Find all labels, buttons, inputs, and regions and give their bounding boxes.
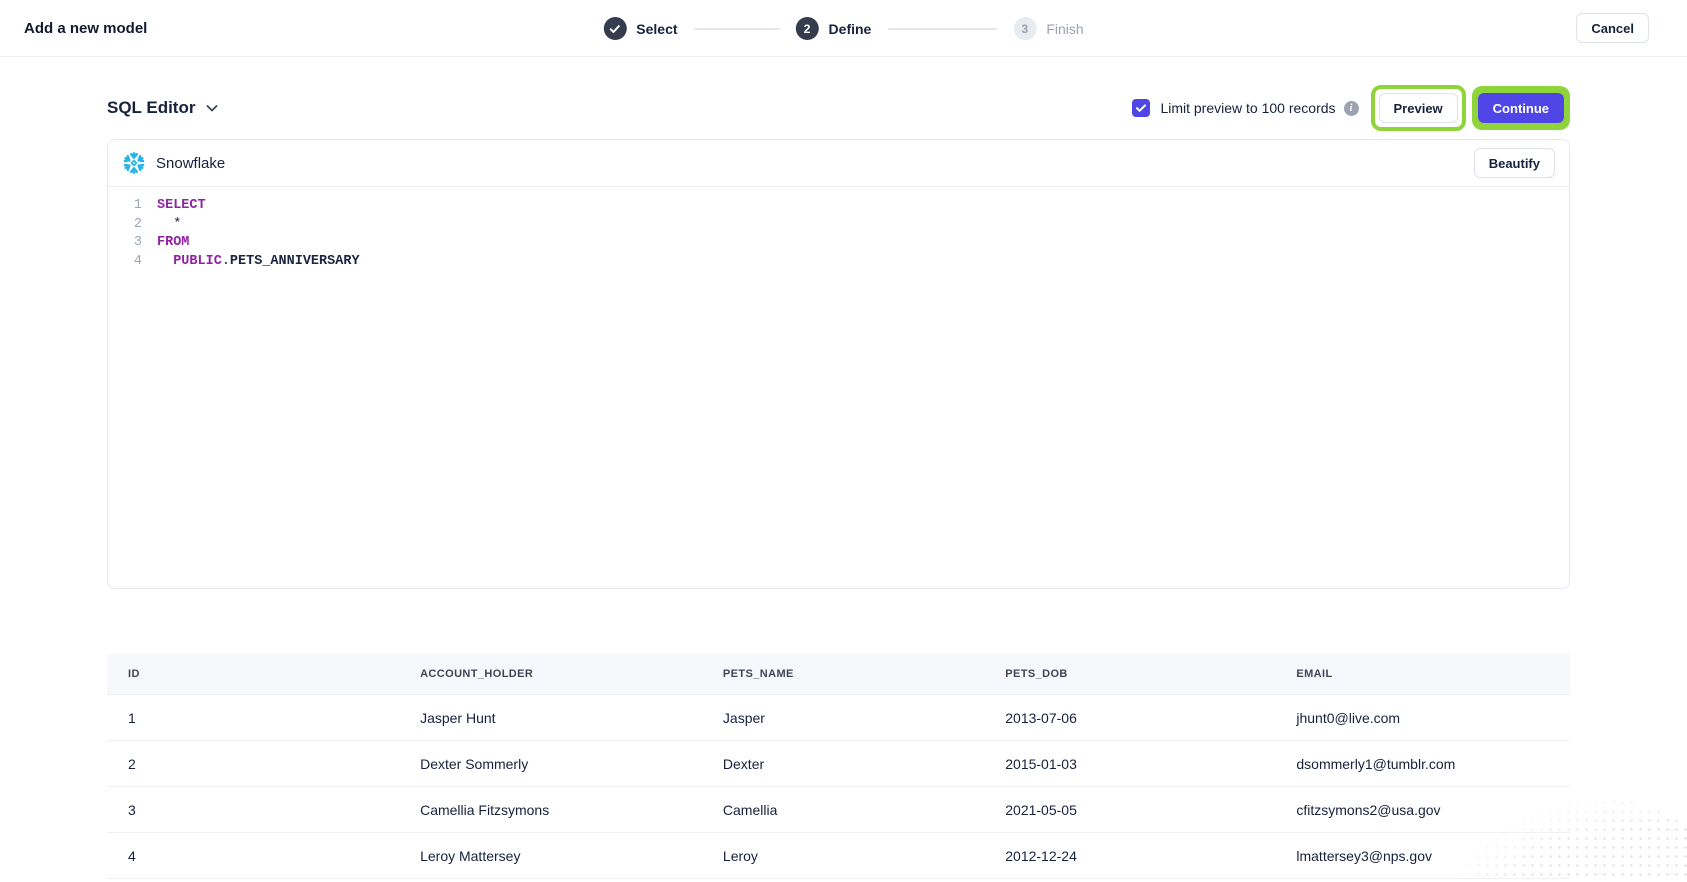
beautify-button[interactable]: Beautify xyxy=(1473,148,1555,178)
line-number: 3 xyxy=(133,235,142,251)
table-cell: 2012-12-24 xyxy=(1005,832,1297,879)
column-header-account_holder: ACCOUNT_HOLDER xyxy=(420,654,723,695)
step-connector xyxy=(887,27,998,30)
step-define: 2 Define xyxy=(795,17,872,40)
column-header-email: EMAIL xyxy=(1296,654,1570,695)
table-row: 2 Dexter Sommerly Dexter 2015-01-03 dsommerl… xyxy=(107,740,1570,787)
snowflake-icon xyxy=(123,152,145,174)
column-header-pets_dob: PETS_DOB xyxy=(1005,654,1297,695)
step-label: Define xyxy=(828,20,872,37)
table-cell: Dexter Sommerly xyxy=(420,740,723,787)
line-number: 1 xyxy=(133,198,142,213)
check-icon xyxy=(1136,104,1147,112)
table-cell: 2013-07-06 xyxy=(1005,694,1297,741)
table-row: 4 Leroy Mattersey Leroy 2012-12-24 lmatterse… xyxy=(107,832,1570,879)
preview-button[interactable]: Preview xyxy=(1378,93,1458,123)
limit-preview-checkbox[interactable] xyxy=(1132,99,1151,117)
table-cell: Camellia xyxy=(722,786,1006,833)
top-bar: Add a new model Select 2 Define 3 Finish Can… xyxy=(0,0,1687,57)
step-label: Select xyxy=(636,20,678,37)
table-cell: 1 xyxy=(107,694,421,741)
table-cell: dsommerly1@tumblr.com xyxy=(1296,740,1570,787)
chevron-down-icon xyxy=(207,105,218,112)
preview-controls: Limit preview to 100 records i Preview C… xyxy=(1132,85,1570,131)
table-cell: 2 xyxy=(107,740,421,787)
limit-preview-label: Limit preview to 100 records xyxy=(1160,100,1336,116)
step-finish: 3 Finish xyxy=(1013,17,1084,40)
sql-editor-card: Snowflake Beautify 1 SELECT 2 * 3 FROM 4 PUBL… xyxy=(107,139,1570,589)
info-icon[interactable]: i xyxy=(1343,100,1359,116)
code-line: 2 * xyxy=(108,216,1569,235)
table-cell: Leroy Mattersey xyxy=(420,832,723,879)
stepper: Select 2 Define 3 Finish xyxy=(603,0,1084,57)
step-select: Select xyxy=(603,17,678,40)
table-row: 1 Jasper Hunt Jasper 2013-07-06 jhunt0@live.… xyxy=(107,694,1570,741)
line-number: 4 xyxy=(133,253,142,269)
step-number: 3 xyxy=(1013,17,1037,40)
code-line: 1 SELECT xyxy=(108,197,1569,216)
sql-code-editor[interactable]: 1 SELECT 2 * 3 FROM 4 PUBLIC.PETS_ANNIVERSARY xyxy=(108,187,1569,281)
step-connector xyxy=(693,27,780,30)
code-line: 3 FROM xyxy=(108,234,1569,253)
code-text: SELECT xyxy=(157,198,206,213)
step-label: Finish xyxy=(1046,20,1084,37)
cancel-button[interactable]: Cancel xyxy=(1576,13,1649,43)
table-cell: Jasper xyxy=(722,694,1006,741)
main-content: SQL Editor Limit preview to 100 records … xyxy=(107,85,1570,879)
column-header-pets_name: PETS_NAME xyxy=(722,654,1006,695)
page-title: Add a new model xyxy=(24,19,148,37)
table-cell: jhunt0@live.com xyxy=(1296,694,1570,741)
editor-type-label: SQL Editor xyxy=(107,98,196,117)
table-cell: Jasper Hunt xyxy=(420,694,723,741)
source-name: Snowflake xyxy=(156,154,226,172)
code-text: * xyxy=(157,216,182,232)
table-cell: 4 xyxy=(107,832,421,879)
step-number: 2 xyxy=(795,17,819,40)
code-line: 4 PUBLIC.PETS_ANNIVERSARY xyxy=(108,253,1569,272)
table-cell: Dexter xyxy=(722,740,1006,787)
table-cell: Leroy xyxy=(722,832,1006,879)
check-icon xyxy=(603,17,627,40)
preview-results-table: ID ACCOUNT_HOLDER PETS_NAME PETS_DOB EMAIL 1… xyxy=(107,654,1570,879)
column-header-id: ID xyxy=(107,654,421,695)
table-row: 3 Camellia Fitzsymons Camellia 2021-05-05 cf… xyxy=(107,786,1570,833)
table-cell: Camellia Fitzsymons xyxy=(420,786,723,833)
code-text: FROM xyxy=(157,235,190,251)
editor-type-dropdown[interactable]: SQL Editor xyxy=(107,98,219,118)
continue-button[interactable]: Continue xyxy=(1477,93,1564,123)
table-cell: 3 xyxy=(107,786,421,833)
editor-toolbar: SQL Editor Limit preview to 100 records … xyxy=(107,85,1570,131)
annotation-highlight-continue: Continue xyxy=(1471,86,1570,130)
line-number: 2 xyxy=(133,216,142,232)
source-info: Snowflake xyxy=(122,151,225,175)
sql-editor-header: Snowflake Beautify xyxy=(108,140,1569,187)
table-cell: 2015-01-03 xyxy=(1005,740,1297,787)
table-cell: 2021-05-05 xyxy=(1005,786,1297,833)
code-text: PUBLIC.PETS_ANNIVERSARY xyxy=(173,253,360,269)
annotation-highlight-preview: Preview xyxy=(1370,85,1466,131)
table-header-row: ID ACCOUNT_HOLDER PETS_NAME PETS_DOB EMAIL xyxy=(107,654,1570,695)
